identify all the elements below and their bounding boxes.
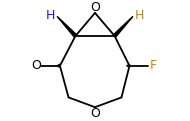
Polygon shape — [57, 64, 60, 67]
Text: O: O — [90, 107, 100, 120]
Polygon shape — [113, 16, 133, 37]
Text: F: F — [150, 59, 157, 72]
Text: O: O — [31, 59, 41, 72]
Text: O: O — [90, 1, 100, 14]
Polygon shape — [127, 64, 130, 67]
Text: H: H — [135, 9, 144, 22]
Text: H: H — [46, 9, 55, 22]
Polygon shape — [57, 16, 77, 37]
